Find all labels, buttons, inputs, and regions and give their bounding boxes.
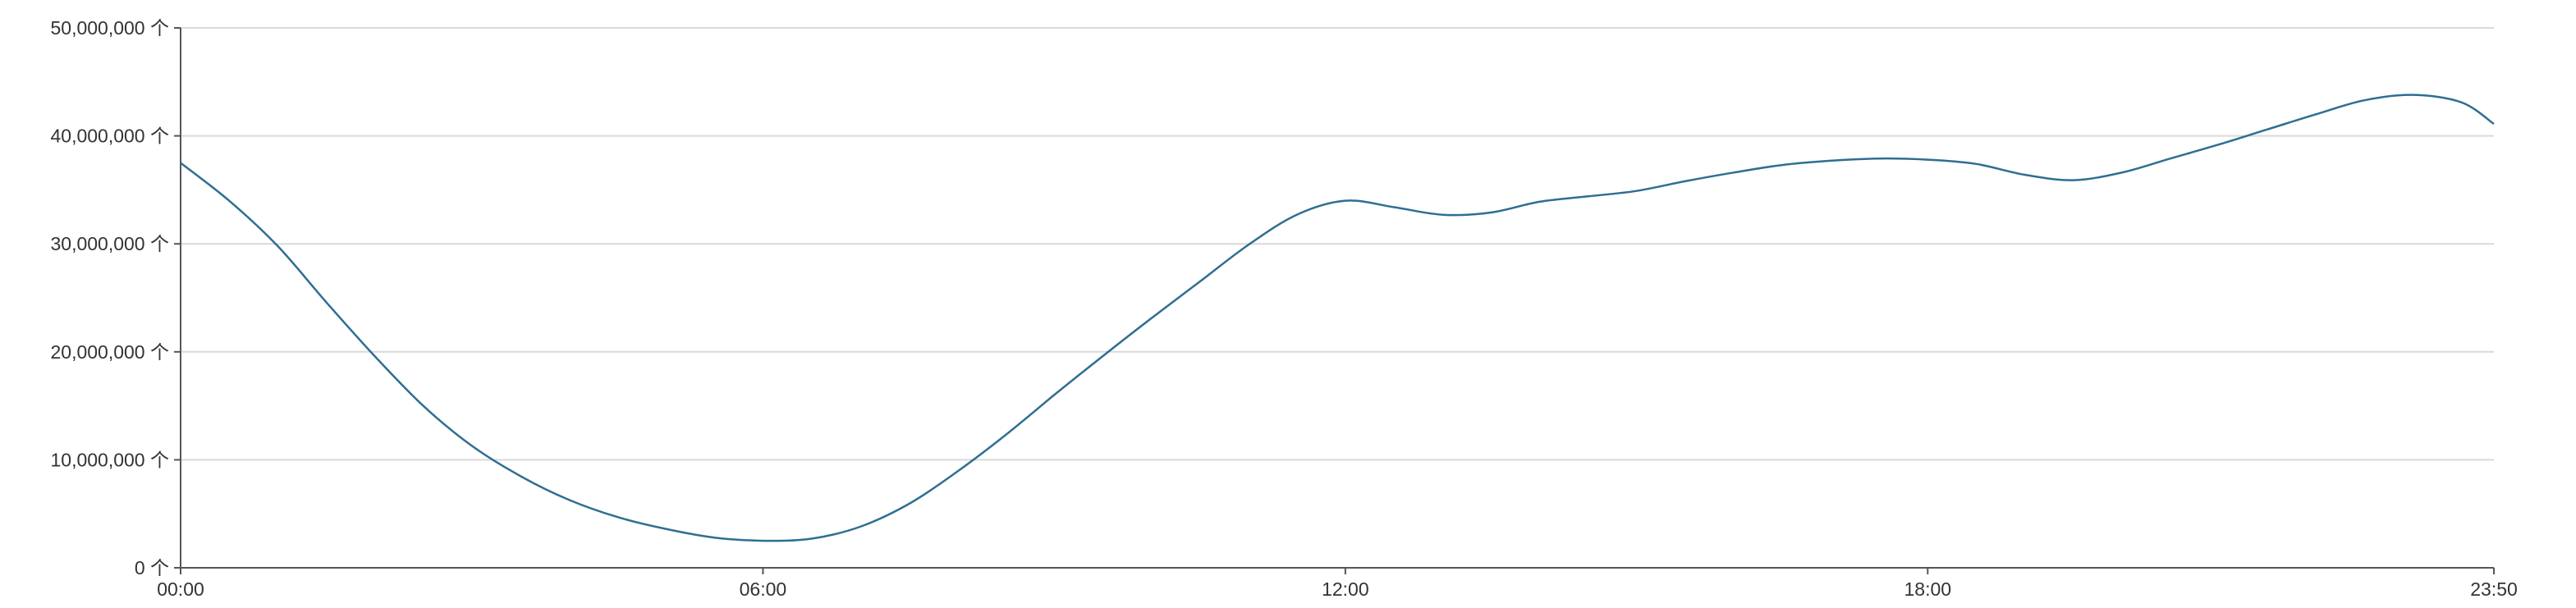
series-line (180, 94, 2495, 542)
y-tick-label: 10,000,000 个 (50, 449, 169, 470)
grid-lines (181, 27, 2494, 461)
x-tick-label: 00:00 (157, 578, 204, 600)
y-tick-label: 20,000,000 个 (50, 341, 169, 363)
x-tick-label: 06:00 (740, 578, 787, 600)
y-tick-label: 40,000,000 个 (50, 126, 169, 147)
y-tick-label: 50,000,000 个 (50, 17, 169, 39)
x-tick-label: 18:00 (1904, 578, 1951, 600)
y-tick-label: 30,000,000 个 (50, 233, 169, 254)
series-layer (180, 94, 2495, 542)
y-axis-tick-labels: 0 个 10,000,000 个 20,000,000 个 30,000,000 个 4… (50, 17, 169, 578)
x-tick-label: 12:00 (1322, 578, 1369, 600)
axes (174, 27, 2495, 574)
x-axis-tick-labels: 00:00 06:00 12:00 18:00 23:50 (157, 578, 2518, 600)
y-tick-label: 0 个 (135, 557, 169, 578)
x-tick-label: 23:50 (2470, 578, 2518, 600)
